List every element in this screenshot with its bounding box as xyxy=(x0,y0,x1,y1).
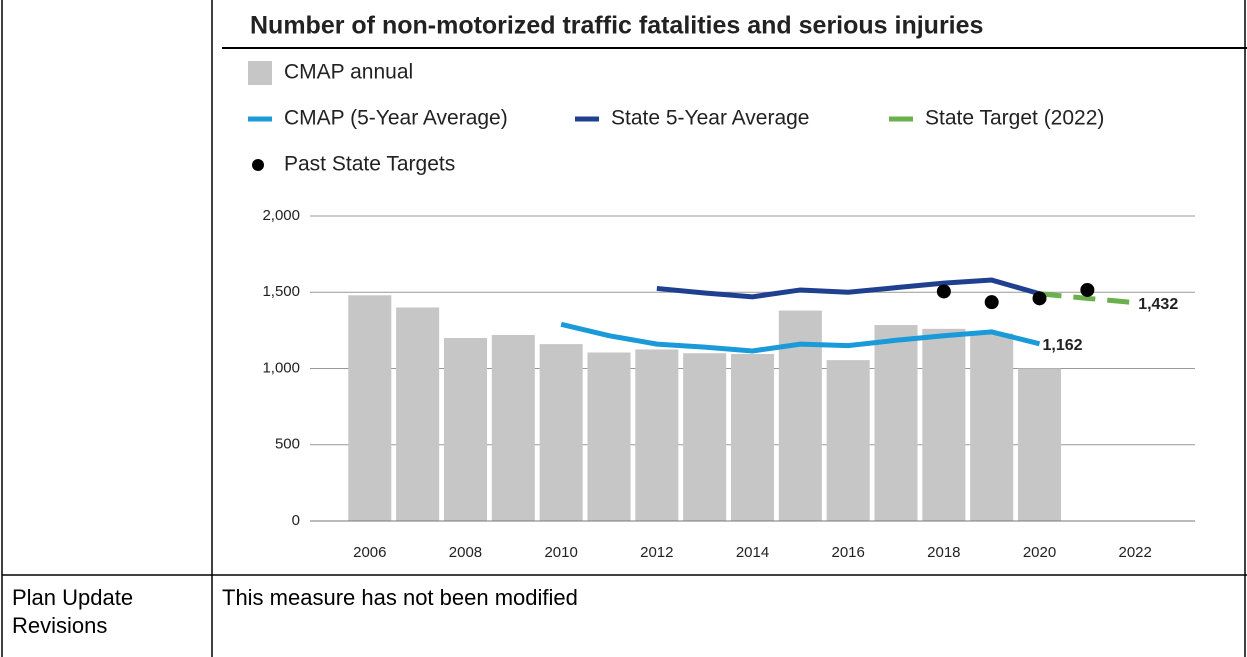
line xyxy=(656,277,1041,300)
x-tick-label: 2022 xyxy=(1119,544,1152,561)
bar xyxy=(491,334,535,521)
x-tick-label: 2020 xyxy=(1023,544,1056,561)
bar xyxy=(683,353,727,521)
y-tick-label: 2,000 xyxy=(262,207,300,224)
x-tick-label: 2008 xyxy=(449,544,482,561)
point xyxy=(1032,291,1047,306)
row-header: Plan Update Revisions xyxy=(12,585,134,638)
row-text: This measure has not been modified xyxy=(222,585,578,610)
legend-label: CMAP annual xyxy=(284,61,413,84)
value-label: 1,162 xyxy=(1043,337,1083,354)
bar xyxy=(826,360,870,521)
legend-label: Past State Targets xyxy=(284,153,455,176)
point xyxy=(984,295,999,310)
chart-title: Number of non-motorized traffic fataliti… xyxy=(250,12,983,40)
bar xyxy=(635,349,679,521)
x-tick-label: 2016 xyxy=(831,544,864,561)
bar xyxy=(396,307,440,521)
bar xyxy=(539,344,583,521)
x-tick-label: 2006 xyxy=(353,544,386,561)
legend-swatch xyxy=(252,159,264,171)
y-tick-label: 0 xyxy=(292,512,300,529)
legend-label: State Target (2022) xyxy=(925,107,1104,130)
legend-swatch xyxy=(248,61,272,85)
bar xyxy=(970,333,1014,521)
point xyxy=(1080,282,1095,297)
y-tick-label: 1,000 xyxy=(262,359,300,376)
line xyxy=(1039,291,1136,306)
y-tick-label: 500 xyxy=(275,436,300,453)
bar xyxy=(587,352,631,521)
bar xyxy=(874,325,918,521)
bar xyxy=(1018,368,1062,521)
value-label: 1,432 xyxy=(1138,296,1178,313)
x-tick-label: 2010 xyxy=(544,544,577,561)
bar xyxy=(922,328,966,521)
legend-label: CMAP (5-Year Average) xyxy=(284,107,508,130)
bar xyxy=(443,338,487,521)
bar xyxy=(730,354,775,521)
y-tick-label: 1,500 xyxy=(262,283,300,300)
x-tick-label: 2014 xyxy=(736,544,769,561)
x-tick-label: 2012 xyxy=(640,544,673,561)
x-tick-label: 2018 xyxy=(927,544,960,561)
bar xyxy=(348,295,392,521)
legend-label: State 5-Year Average xyxy=(611,107,810,130)
point xyxy=(936,284,951,299)
line xyxy=(560,321,1041,354)
